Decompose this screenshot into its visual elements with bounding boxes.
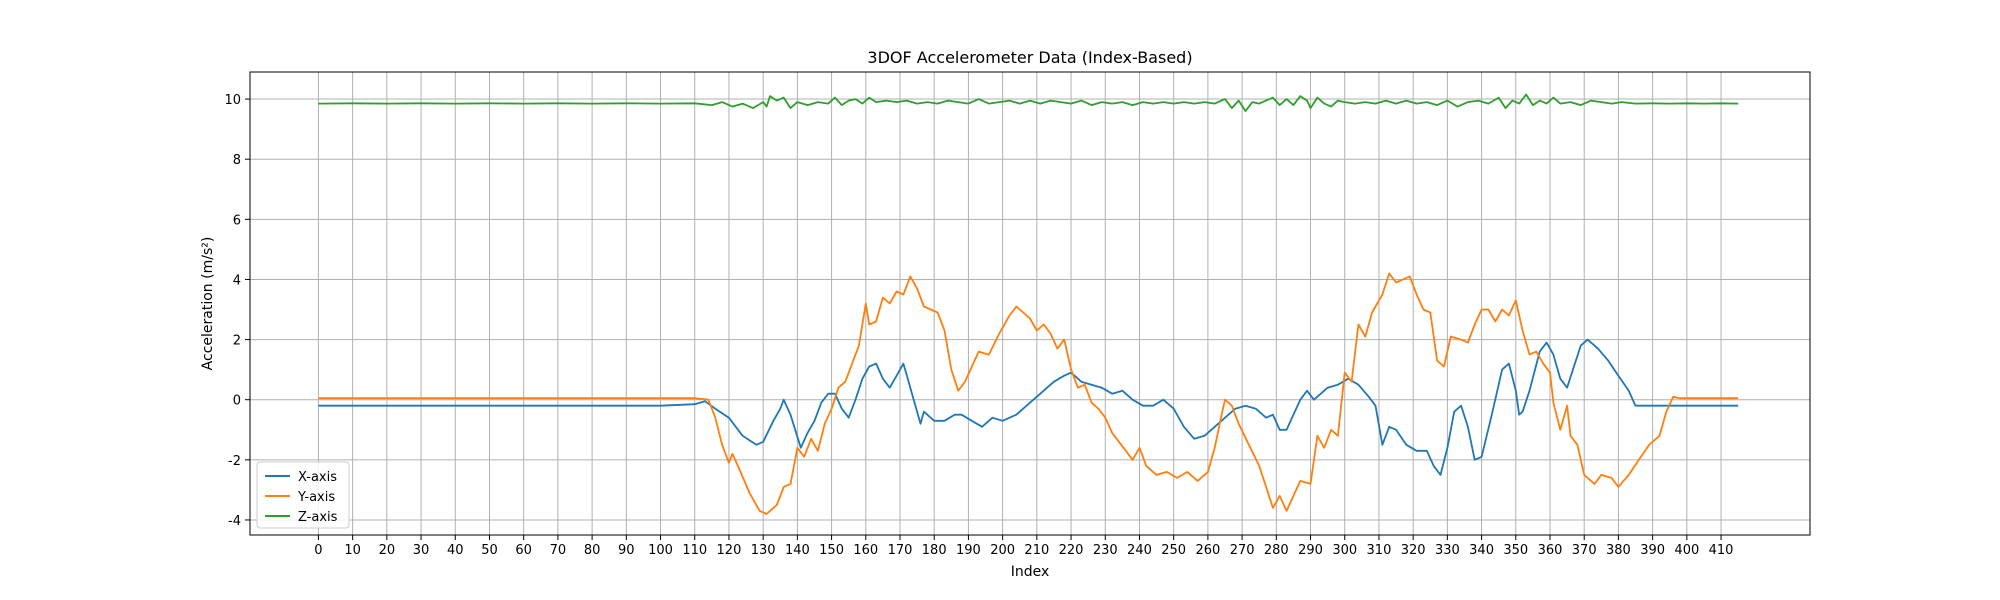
x-tick-label: 90 — [618, 543, 635, 558]
y-axis-ticks: -4 -2 0 2 4 6 8 10 — [224, 93, 250, 529]
x-tick-label: 10 — [344, 543, 361, 558]
x-tick-label: 140 — [785, 543, 810, 558]
x-tick-label: 250 — [1161, 543, 1186, 558]
y-tick-label: 2 — [233, 334, 241, 349]
legend-label: X-axis — [298, 470, 337, 485]
y-axis-label: Acceleration (m/s²) — [200, 237, 216, 371]
x-tick-label: 150 — [819, 543, 844, 558]
y-tick-label: 0 — [233, 394, 241, 409]
x-tick-label: 310 — [1367, 543, 1392, 558]
x-tick-label: 200 — [990, 543, 1015, 558]
legend-box — [256, 461, 350, 529]
y-tick-label: 8 — [233, 153, 241, 168]
x-tick-label: 210 — [1024, 543, 1049, 558]
x-tick-label: 340 — [1469, 543, 1494, 558]
y-tick-label: -2 — [228, 454, 241, 469]
legend: X-axis Y-axis Z-axis — [256, 461, 350, 529]
x-tick-label: 0 — [314, 543, 322, 558]
series-line-z-axis — [318, 93, 1739, 112]
x-tick-label: 30 — [413, 543, 430, 558]
x-tick-label: 320 — [1401, 543, 1426, 558]
x-tick-label: 60 — [515, 543, 532, 558]
chart-title: 3DOF Accelerometer Data (Index-Based) — [867, 48, 1192, 67]
y-tick-label: 6 — [233, 213, 241, 228]
x-tick-label: 300 — [1332, 543, 1357, 558]
x-tick-label: 120 — [717, 543, 742, 558]
x-tick-label: 390 — [1640, 543, 1665, 558]
x-tick-label: 230 — [1093, 543, 1118, 558]
series-line-y-axis — [318, 272, 1739, 515]
x-tick-label: 410 — [1709, 543, 1734, 558]
y-tick-label: 10 — [224, 93, 241, 108]
x-axis-ticks: 0 10 20 30 40 50 60 70 80 90 100 110 120 130 140 150 160… — [314, 535, 1733, 558]
series-lines — [318, 93, 1739, 515]
x-tick-label: 20 — [379, 543, 396, 558]
x-tick-label: 400 — [1674, 543, 1699, 558]
x-tick-label: 80 — [584, 543, 601, 558]
x-tick-label: 160 — [853, 543, 878, 558]
x-tick-label: 290 — [1298, 543, 1323, 558]
x-tick-label: 380 — [1606, 543, 1631, 558]
x-tick-label: 70 — [550, 543, 567, 558]
x-tick-label: 370 — [1572, 543, 1597, 558]
x-tick-label: 180 — [922, 543, 947, 558]
x-tick-label: 360 — [1538, 543, 1563, 558]
x-tick-label: 280 — [1264, 543, 1289, 558]
x-tick-label: 100 — [648, 543, 673, 558]
x-tick-label: 270 — [1230, 543, 1255, 558]
x-tick-label: 350 — [1503, 543, 1528, 558]
x-tick-label: 220 — [1059, 543, 1084, 558]
series-line-x-axis — [318, 338, 1739, 476]
plot-frame — [249, 71, 1811, 536]
y-tick-label: 4 — [233, 273, 241, 288]
x-tick-label: 50 — [481, 543, 498, 558]
y-tick-label: -4 — [228, 514, 241, 529]
x-tick-label: 170 — [888, 543, 913, 558]
grid — [250, 72, 1810, 535]
legend-label: Z-axis — [298, 510, 338, 525]
x-tick-label: 190 — [956, 543, 981, 558]
x-tick-label: 330 — [1435, 543, 1460, 558]
x-tick-label: 110 — [682, 543, 707, 558]
x-tick-label: 260 — [1195, 543, 1220, 558]
x-tick-label: 240 — [1127, 543, 1152, 558]
x-axis-label: Index — [1011, 564, 1050, 580]
legend-label: Y-axis — [297, 490, 335, 505]
x-tick-label: 40 — [447, 543, 464, 558]
x-tick-label: 130 — [751, 543, 776, 558]
